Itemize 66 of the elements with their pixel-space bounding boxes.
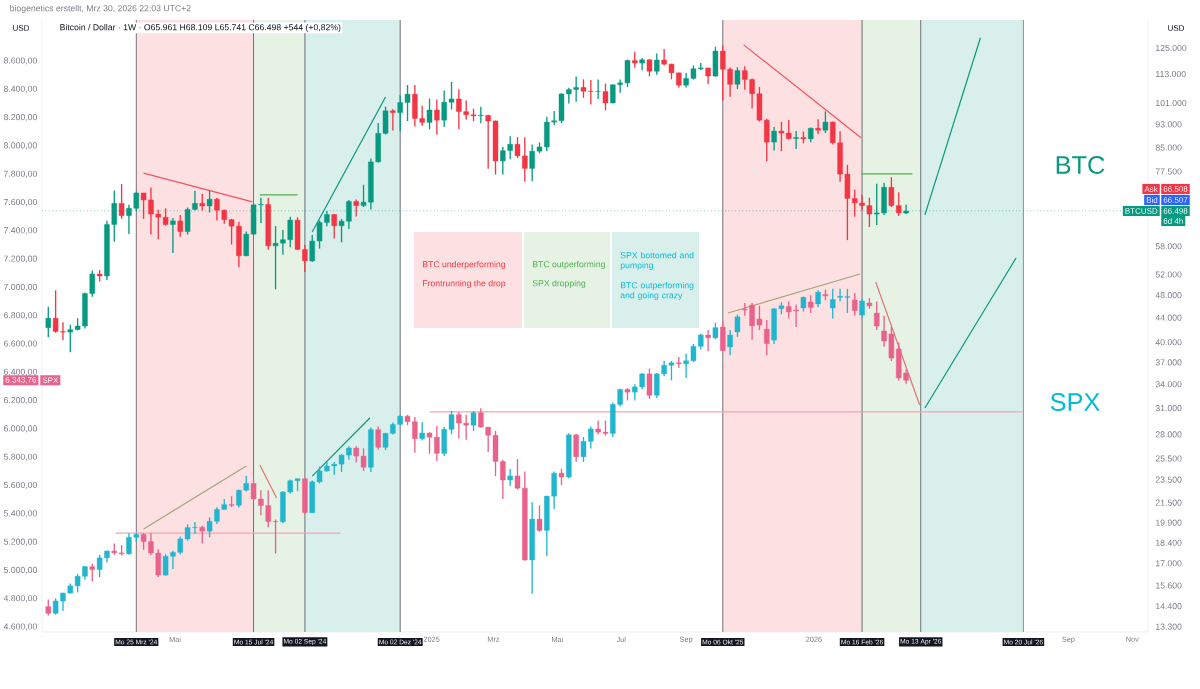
annotation: Frontrunning the drop	[422, 279, 506, 289]
chart-title: biogenetics erstellt, Mrz 30, 2026 22:03 UTC+2	[10, 4, 191, 14]
y2-tick-label: 17.000	[1156, 560, 1182, 567]
y2-tick-label: 125.000	[1156, 44, 1187, 51]
y-tick-label: 8.000,00	[3, 142, 37, 150]
y2-tick-label: 15.600	[1156, 582, 1182, 589]
y-tick-label: 6.600,00	[4, 340, 37, 348]
y2-tick-label: 34.000	[1155, 381, 1182, 388]
y-tick-label: 7.400,00	[4, 227, 37, 235]
y-tick-label: 8.200,00	[3, 114, 37, 122]
ref-line-label: 66.498	[1163, 208, 1188, 214]
y2-tick-label: 31.000	[1155, 405, 1182, 412]
annotation: BTC underperforming	[422, 260, 506, 270]
annotation: SPX dropping	[532, 279, 586, 289]
y2-tick-label: 77.500	[1155, 168, 1182, 175]
text: SPX	[1050, 393, 1100, 411]
annotation: BTC outperforming	[532, 260, 605, 270]
y-axis-title: USD	[13, 25, 30, 31]
y2-tick-label: 93.000	[1155, 121, 1182, 128]
y2-tick-label: 18.400	[1156, 539, 1182, 546]
y-tick-label: 6.400,00	[4, 368, 37, 376]
y-tick-label: 8.400,00	[3, 85, 37, 93]
y2-tick-label: 85.000	[1155, 144, 1182, 151]
annotation: SPX bottomed and pumping	[620, 251, 694, 271]
y-tick-label: 7.600,00	[4, 198, 37, 207]
y-tick-label: 6.000,00	[4, 425, 37, 433]
y2-tick-label: 40.000	[1155, 339, 1182, 346]
annotation: BTC outperforming and going crazy	[620, 281, 694, 301]
y2-tick-label: 14.400	[1156, 603, 1182, 610]
y2-tick-label: 58.000	[1155, 243, 1182, 250]
y-tick-label: 4.800,00	[3, 595, 37, 603]
y2-axis-title: USD	[1168, 25, 1185, 31]
y-tick-label: 7.800,00	[4, 170, 37, 178]
y2-tick-label: 21.500	[1155, 499, 1182, 506]
y-tick-label: 8.600,00	[3, 57, 37, 65]
annotation: Bid	[1146, 197, 1158, 203]
y2-tick-label: 23.500	[1155, 476, 1182, 483]
y-tick-label: 5.400,00	[3, 510, 37, 518]
annotation: SPX	[42, 377, 59, 384]
y-tick-label: 6.200,00	[4, 397, 37, 405]
text: 66.507	[1163, 197, 1188, 203]
text: 66.508	[1163, 186, 1188, 192]
text: BTC	[1056, 156, 1105, 174]
annotation: Ask	[1144, 186, 1158, 192]
annotation: BTCUSD	[1125, 208, 1158, 214]
y2-tick-label: 101.000	[1156, 99, 1187, 107]
y2-tick-label: 52.000	[1155, 271, 1182, 278]
y2-tick-label: 44.000	[1155, 314, 1182, 321]
y2-tick-label: 48.000	[1155, 292, 1182, 299]
y2-tick-label: 28.000	[1155, 431, 1182, 438]
y2-tick-label: 19.900	[1156, 519, 1182, 526]
y-tick-label: 6.800,00	[4, 312, 37, 320]
y-tick-label: 5.200,00	[3, 538, 37, 546]
y2-tick-label: 13.300	[1156, 623, 1182, 630]
y-tick-label: 4.600,00	[3, 623, 37, 631]
y-tick-label: 7.200,00	[4, 255, 37, 263]
y-tick-label: 7.000,00	[4, 283, 37, 292]
y-tick-label: 5.800,00	[3, 453, 37, 461]
chart-subtitle: Bitcoin / Dollar · 1W · O65.961 H68.109 L65.741 C66.498 +544 (+0,82%)	[60, 23, 341, 33]
y2-tick-label: 25.500	[1155, 455, 1182, 462]
text: 6d 4h	[1163, 218, 1183, 224]
y-tick-label: 5.600,00	[3, 481, 37, 490]
y-tick-label: 5.000,00	[3, 566, 37, 575]
y2-tick-label: 113.000	[1156, 70, 1186, 78]
y2-tick-label: 37.000	[1155, 359, 1182, 366]
text: 6.343,76	[5, 376, 37, 384]
